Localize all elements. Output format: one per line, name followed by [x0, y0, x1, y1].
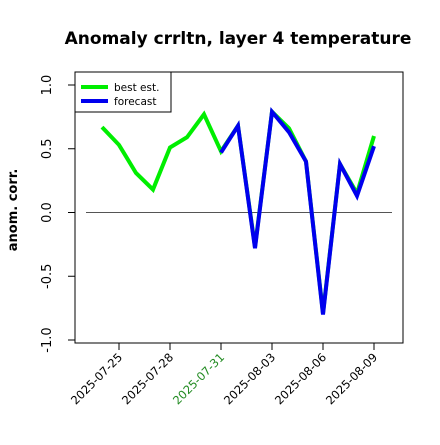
x-axis: 2025-07-252025-07-282025-07-312025-08-03…: [68, 343, 380, 407]
x-tick-label: 2025-08-06: [272, 350, 329, 407]
y-tick-label: 1.0: [40, 75, 55, 96]
legend: best est. forecast: [74, 71, 172, 113]
series-line-forecast: [219, 106, 376, 315]
x-tick-label: 2025-07-28: [119, 350, 176, 407]
y-tick-label: -1.0: [40, 327, 55, 352]
x-tick-label: 2025-07-31: [170, 350, 227, 407]
legend-label-forecast: forecast: [114, 96, 156, 108]
y-tick-label: -0.5: [40, 264, 55, 289]
y-axis: -1.0 -0.5 0.0 0.5 1.0: [40, 75, 75, 353]
y-tick-label: 0.5: [40, 138, 55, 159]
y-tick-label: 0.0: [40, 202, 55, 223]
plot-frame: [74, 71, 404, 344]
chart-title: Anomaly crrltn, layer 4 temperature: [65, 29, 412, 49]
x-tick-label: 2025-08-03: [221, 350, 278, 407]
x-tick-label: 2025-08-09: [323, 350, 380, 407]
series-layer: [100, 106, 376, 315]
x-tick-label: 2025-07-25: [68, 350, 125, 407]
y-axis-label: anom. corr.: [6, 169, 21, 252]
legend-label-best-est: best est.: [114, 82, 159, 94]
legend-box: [74, 71, 172, 113]
